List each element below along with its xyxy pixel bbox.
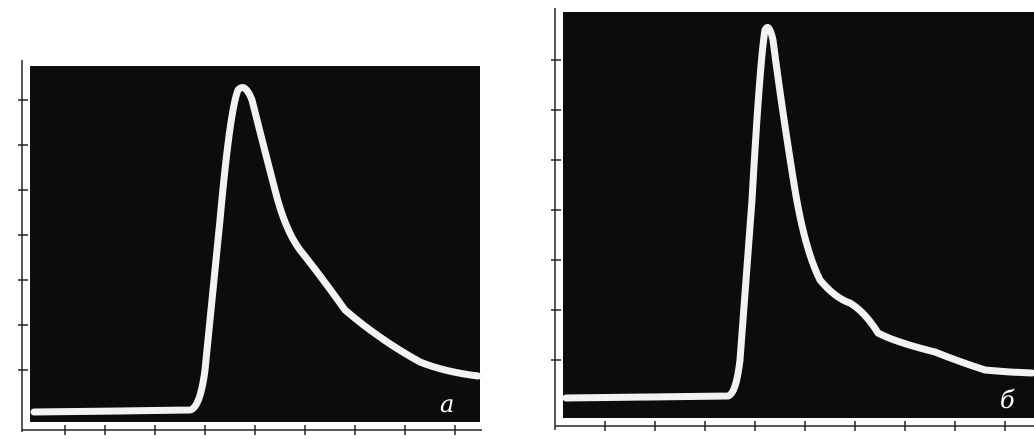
panel-b: б xyxy=(551,8,1034,431)
panel-label: a xyxy=(440,390,454,418)
panel-label: б xyxy=(1000,386,1015,414)
panel-a: a xyxy=(18,60,482,435)
figure: a б xyxy=(0,0,1034,439)
page: {"panels": [{"label": "a"}, {"label": "б… xyxy=(0,0,1034,439)
